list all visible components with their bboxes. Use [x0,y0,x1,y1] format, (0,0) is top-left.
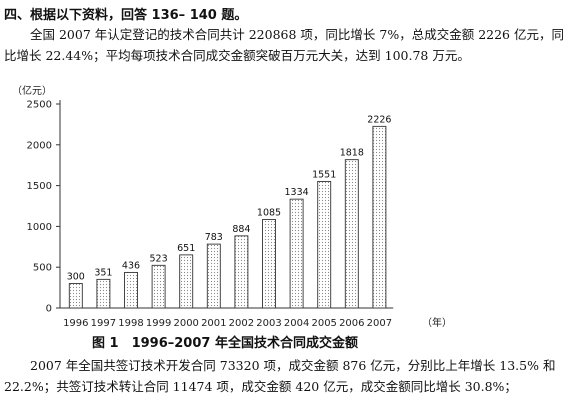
data-label-2000: 651 [177,243,195,254]
bar-2003 [262,219,276,309]
detail-paragraph: 2007 年全国共签订技术开发合同 73320 项，成交金额 876 亿元，分别… [4,358,556,394]
bar-2006 [344,159,359,309]
bar-1998 [124,271,138,309]
bar-2007 [372,125,387,309]
y-tick-label: 1000 [27,222,52,233]
x-tick-label-1999: 1999 [146,318,171,329]
data-label-2005: 1551 [312,169,336,180]
data-label-2002: 884 [232,224,250,235]
x-tick-label-2000: 2000 [173,318,198,329]
y-axis: 0 500 1000 1500 2000 2500 [27,100,61,315]
x-tick-label-2007: 2007 [367,318,392,329]
y-tick-label: 2500 [27,100,52,111]
data-label-2007: 2226 [367,114,391,125]
data-label-1996: 300 [67,272,85,283]
data-label-2006: 1818 [340,148,364,159]
y-tick-label: 500 [33,263,52,274]
bar-1997 [96,278,111,309]
bar-1999 [151,264,166,309]
chart-title: 图 1 1996–2007 年全国技术合同成交金额 [92,335,358,351]
bar-2000 [179,254,194,309]
x-tick-label-2006: 2006 [339,318,364,329]
data-label-1998: 436 [122,260,140,271]
bar-1996 [68,283,83,309]
bar-2005 [317,180,332,309]
data-label-2001: 783 [205,232,223,243]
x-tick-label-2005: 2005 [311,318,336,329]
x-axis-label: （年） [422,316,452,329]
intro-paragraph: 全国 2007 年认定登记的技术合同共计 220868 项，同比增长 7%，总成… [4,27,564,63]
bar-2002 [234,235,249,309]
y-tick-label: 0 [46,304,52,315]
bar-2001 [206,243,221,309]
x-tick-label-2001: 2001 [201,318,226,329]
x-tick-label-1997: 1997 [91,318,116,329]
x-axis: 1996 1997 1998 1999 2000 2001 2002 2003 2004 2005… [60,307,394,329]
data-label-1999: 523 [150,253,168,264]
y-tick-label: 2000 [27,140,52,151]
y-axis-label: （亿元） [12,84,52,97]
y-tick-label: 1500 [27,181,52,192]
x-tick-label-2004: 2004 [284,318,309,329]
x-tick-label-1996: 1996 [63,318,88,329]
bar-2004 [289,198,304,309]
data-label-2004: 1334 [285,187,309,198]
data-label-2003: 1085 [257,207,281,218]
data-label-1997: 351 [94,267,112,278]
x-tick-label-2003: 2003 [256,318,281,329]
x-tick-label-2002: 2002 [229,318,254,329]
x-tick-label-1998: 1998 [118,318,143,329]
question-heading: 四、根据以下资料，回答 136– 140 题。 [4,8,248,23]
bar-chart: （亿元） 0 500 1000 1500 2000 2500 1996 1997 1998 19… [12,84,452,351]
